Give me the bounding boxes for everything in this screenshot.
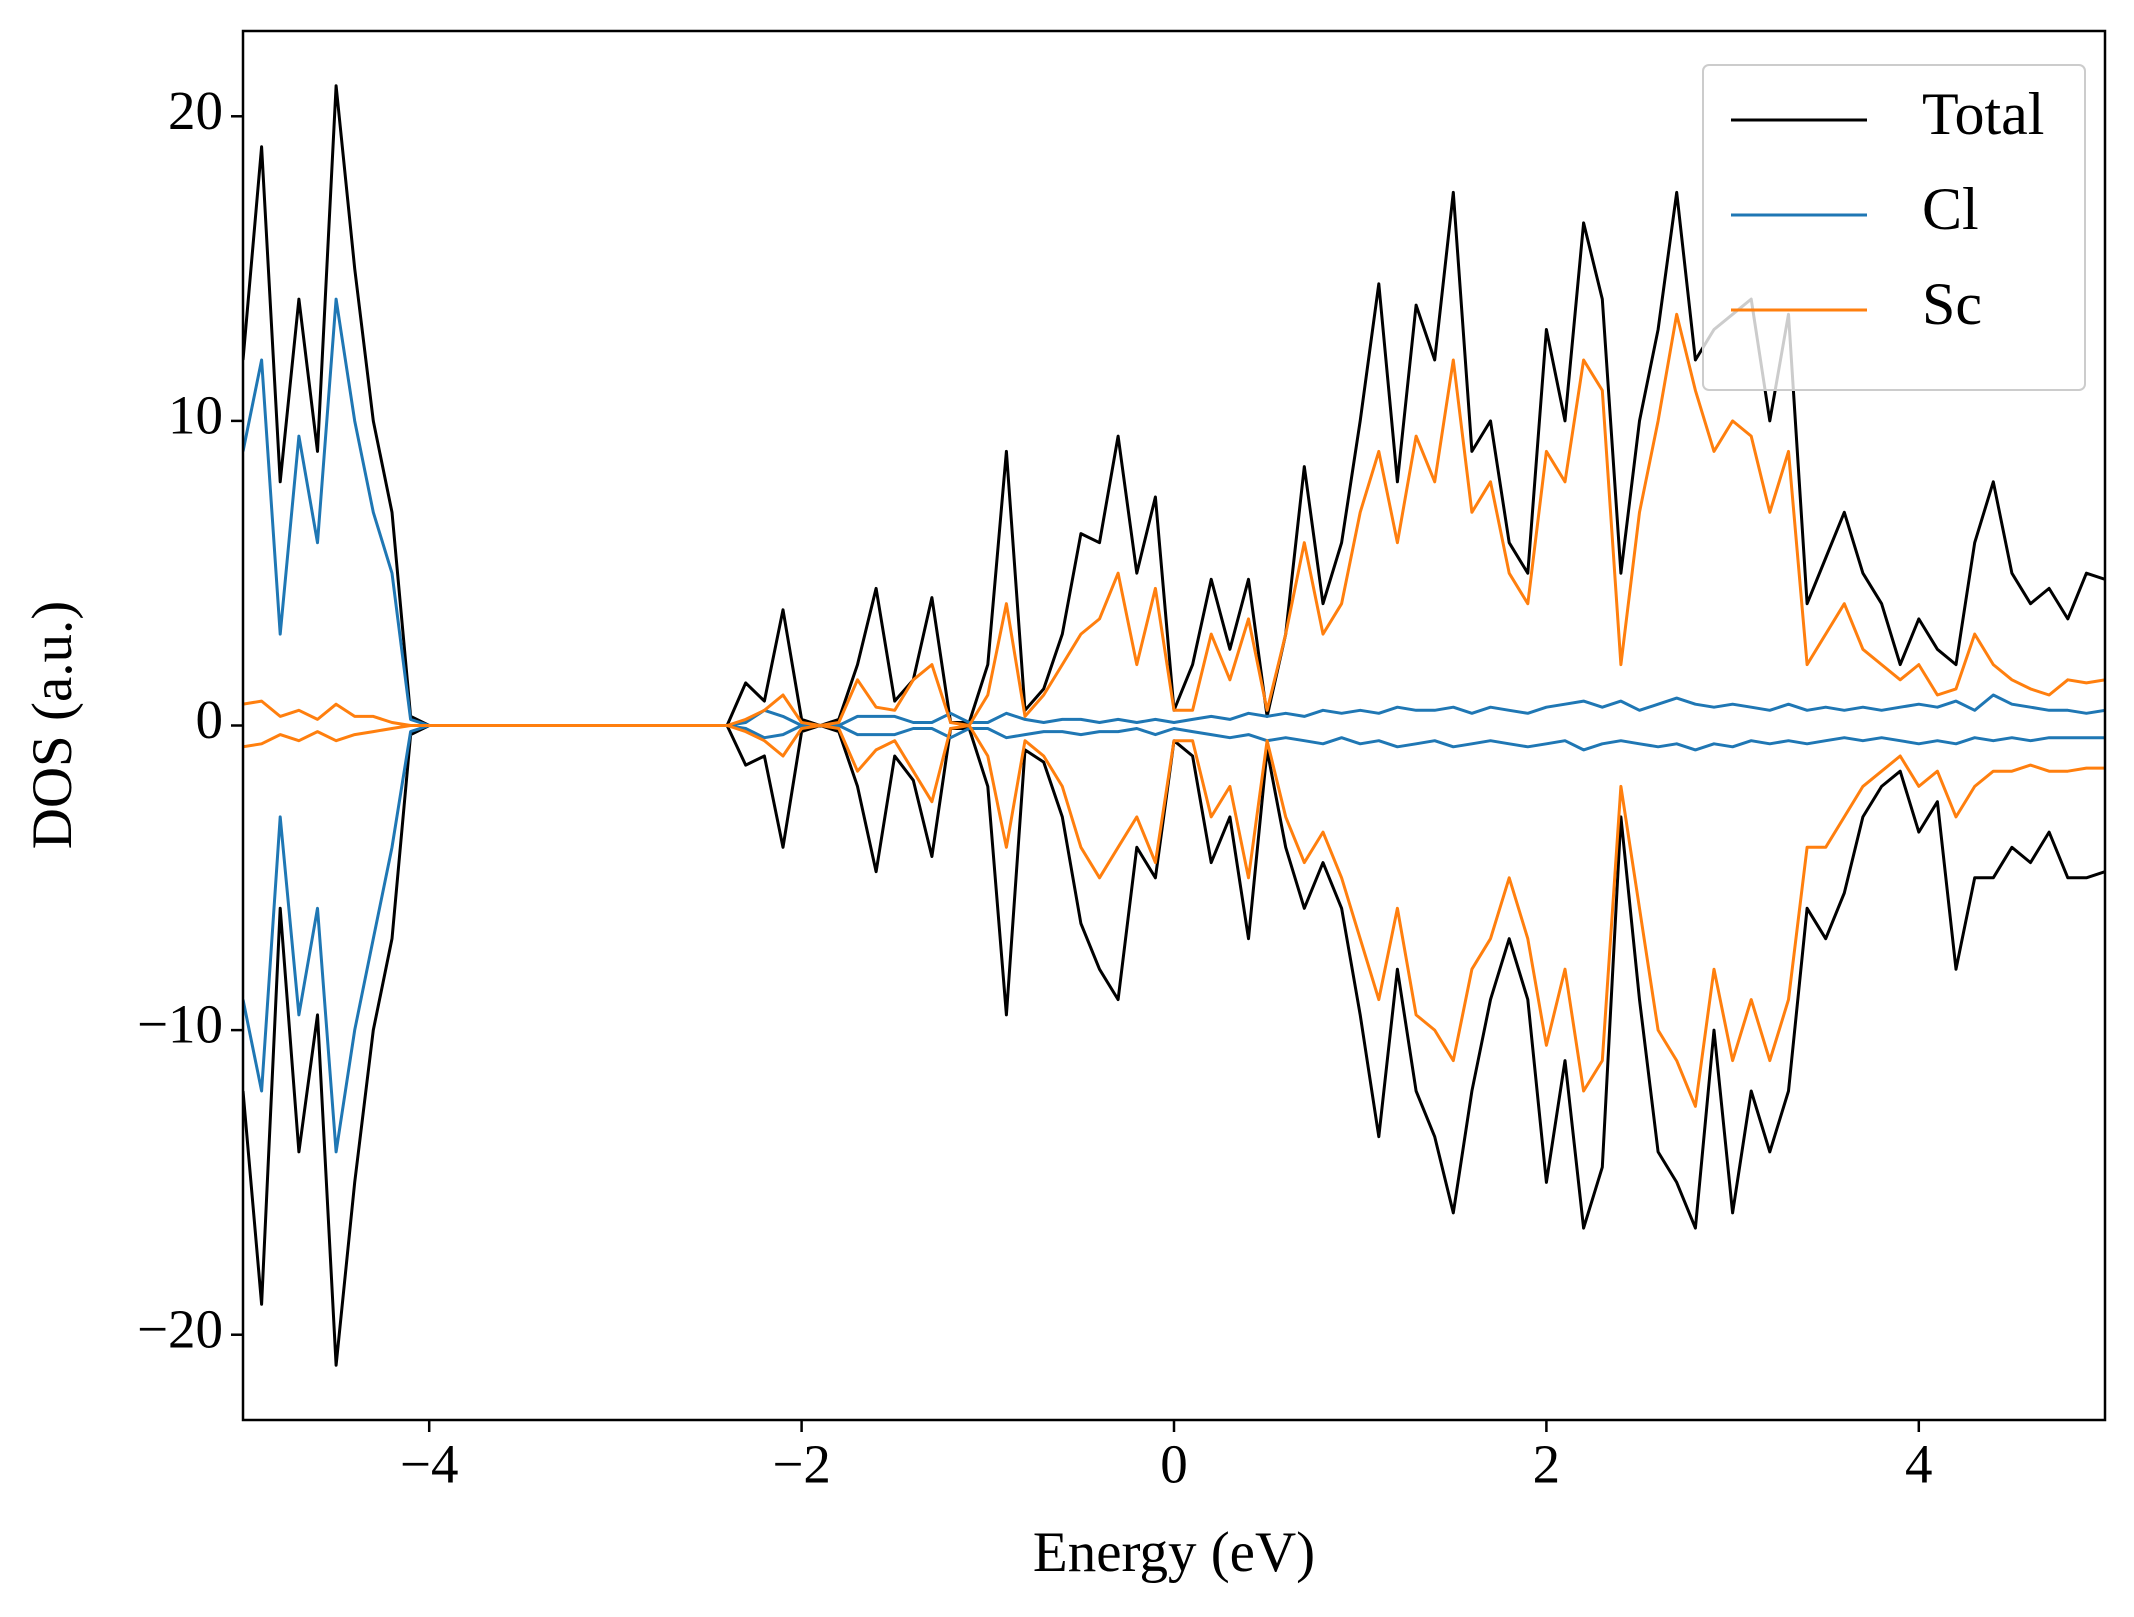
y-tick-label: 20 [168,80,223,141]
y-tick-label: −10 [137,994,223,1055]
y-tick-label: 0 [196,689,224,750]
legend-label: Sc [1922,271,1982,337]
legend-label: Total [1922,81,2044,147]
x-tick-label: −4 [400,1434,459,1495]
x-tick-label: 4 [1905,1434,1933,1495]
legend: Total Cl Sc [1702,64,2086,391]
series-line [243,724,2105,1108]
y-tick-label: 10 [168,385,223,446]
x-tick-label: −2 [772,1434,831,1495]
y-tick-label: −20 [137,1298,223,1359]
x-axis-label: Energy (eV) [1033,1521,1315,1584]
legend-label: Cl [1922,176,1979,242]
x-tick-label: 2 [1533,1434,1561,1495]
y-axis-label: DOS (a.u.) [21,601,84,850]
plot-lines [243,84,2105,1367]
x-tick-label: 0 [1160,1434,1188,1495]
